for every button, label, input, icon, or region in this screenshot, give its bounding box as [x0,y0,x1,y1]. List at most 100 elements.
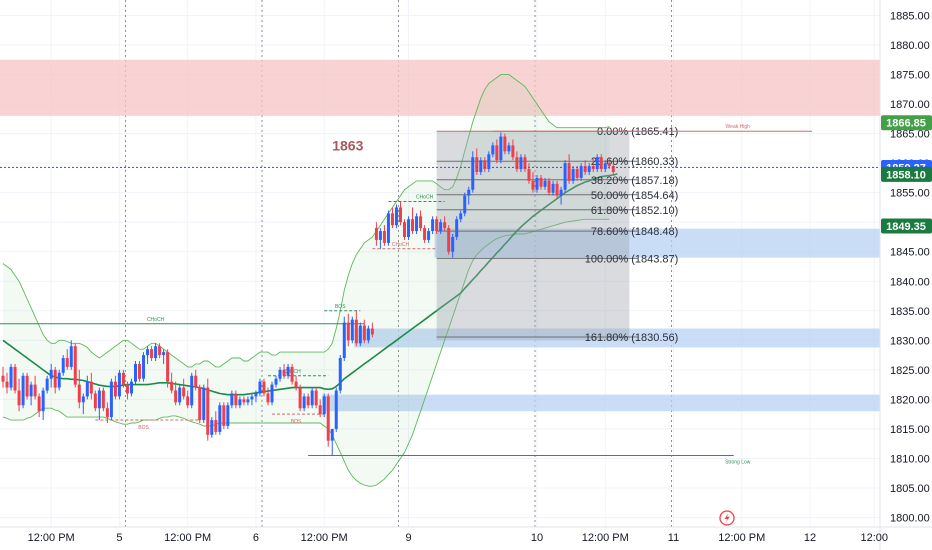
candle-body [467,189,471,196]
y-tick-label: 1870.00 [890,99,930,111]
candle-body [390,213,394,226]
candle-body [511,145,515,158]
zone-ob1 [354,328,880,348]
candle-body [109,381,113,418]
fib-level-label: 61.80% (1852.10) [591,205,678,217]
y-tick-label: 1810.00 [890,453,930,465]
candle-body [306,396,310,406]
candle-body [583,166,587,173]
candle-body [310,390,314,406]
structure-label: CHoCH [392,242,410,248]
candle-body [278,369,282,379]
zone-supply [0,59,880,116]
candle-body [246,399,250,403]
lightning-icon [719,510,735,526]
candle-body [65,358,69,367]
price-badge-label: 1849.35 [886,221,926,233]
candle-body [166,352,170,382]
candle-body [85,381,89,397]
structure-label: BOS [335,304,346,310]
candle-body [214,420,218,432]
candle-body [298,387,302,409]
candle-body [527,169,531,181]
price-badge-label: 1858.10 [886,169,926,181]
candle-body [206,387,210,435]
candle-body [226,405,230,426]
candle-body [93,393,97,409]
candle-body [198,387,202,421]
structure-label: BOS [138,425,149,431]
candle-body [346,322,350,341]
candle-body [125,384,129,394]
candle-body [73,346,77,385]
candle-body [447,228,451,252]
y-tick-label: 1830.00 [890,335,930,347]
x-tick-label: 12:00 PM [582,532,629,544]
candle-body [17,390,21,406]
candle-body [587,166,591,173]
y-tick-label: 1875.00 [890,70,930,82]
candle-body [294,381,298,388]
candle-body [5,381,9,388]
candle-body [443,222,447,229]
candle-body [202,387,206,421]
candle-body [519,157,523,170]
price-badge [881,218,932,234]
x-tick-label: 12:00 PM [28,532,75,544]
candle-body [378,231,382,240]
candle-body [595,157,599,170]
bollinger-layer [2,74,618,487]
bollinger-middle [2,173,618,396]
candle-body [302,396,306,409]
x-tick-label: 9 [405,532,411,544]
candle-body [162,352,166,356]
candle-body [146,349,150,356]
candle-body [571,169,575,181]
candle-body [29,384,33,397]
candle-body [539,177,543,187]
candle-body [487,154,491,170]
candle-body [238,399,242,406]
candle-body [535,177,539,190]
candle-body [386,213,390,243]
fib-level-label: 78.60% (1848.48) [591,226,678,238]
candle-body [190,375,194,406]
structure-label: Weak High [726,124,751,130]
x-tick-label: 12:00 PM [718,532,765,544]
candle-body [483,160,487,170]
candle-body [121,372,125,385]
candle-body [1,375,5,382]
candle-body [13,366,17,391]
fib-level-label: 0.00% (1865.41) [597,126,678,138]
structure-label: CHoCH [147,317,165,323]
zone-fib-zone [434,228,880,258]
candle-body [117,372,121,397]
candle-body [338,358,342,391]
candle-body [33,384,37,397]
y-tick-label: 1835.00 [890,306,930,318]
candle-body [230,393,234,406]
fib-level-label: 50.00% (1854.64) [591,190,678,202]
zone-ob2 [322,394,880,412]
candle-body [463,195,467,214]
candle-body [61,358,65,373]
candle-body [575,169,579,178]
candle-body [459,213,463,220]
candle-body [503,136,507,152]
candle-body [194,375,198,388]
candle-body [382,231,386,243]
candle-body [154,346,158,359]
candle-body [282,369,286,376]
candle-body [158,346,162,356]
y-tick-label: 1820.00 [890,394,930,406]
x-tick-label: 12:00 [860,532,888,544]
candle-body [174,390,178,403]
candle-body [475,157,479,173]
candle-body [455,219,459,237]
y-tick-label: 1815.00 [890,424,930,436]
bollinger-lower [2,218,610,487]
candle-body [101,390,105,409]
